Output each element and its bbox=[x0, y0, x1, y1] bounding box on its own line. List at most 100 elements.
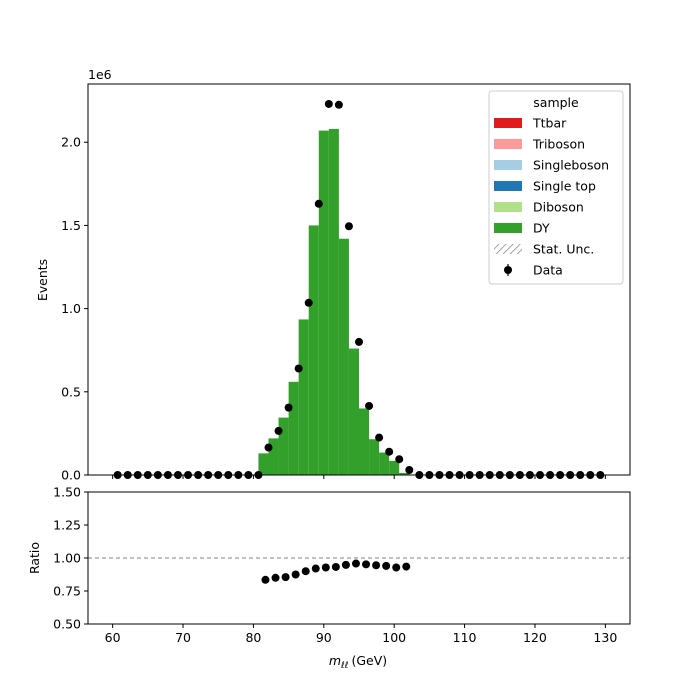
data-point bbox=[365, 401, 374, 410]
legend-entry-triboson: Triboson bbox=[494, 137, 585, 152]
scale-label: 1e6 bbox=[88, 67, 112, 82]
ratio-point bbox=[351, 559, 360, 568]
x-tick-label: 110 bbox=[453, 630, 477, 645]
data-point bbox=[294, 364, 303, 373]
x-tick-label: 70 bbox=[175, 630, 191, 645]
ratio-point bbox=[392, 563, 401, 572]
data-point bbox=[334, 100, 343, 109]
y-axis-title: Events bbox=[35, 259, 50, 301]
legend-label: Data bbox=[533, 263, 563, 278]
ratio-y-axis-title: Ratio bbox=[27, 542, 42, 574]
data-point bbox=[355, 337, 363, 346]
legend-entry-ttbar: Ttbar bbox=[494, 116, 567, 131]
dy-bar bbox=[399, 473, 410, 475]
ratio-point bbox=[372, 561, 381, 570]
dy-bar bbox=[389, 460, 400, 475]
ratio-point bbox=[362, 560, 371, 569]
legend-box bbox=[488, 90, 624, 285]
dy-bar bbox=[348, 348, 359, 475]
ratio-y-tick-label: 0.75 bbox=[53, 584, 81, 599]
main-plot-frame bbox=[87, 83, 631, 476]
legend-swatch bbox=[494, 118, 522, 128]
legend-entry-dy: DY bbox=[494, 221, 550, 236]
x-axis-title: mℓℓ (GeV) bbox=[329, 653, 387, 671]
data-point bbox=[274, 426, 283, 435]
legend-swatch bbox=[494, 202, 522, 212]
data-point bbox=[264, 443, 273, 452]
dy-bar bbox=[359, 408, 370, 475]
legend-swatch bbox=[494, 223, 522, 233]
legend-swatch bbox=[494, 160, 522, 170]
dy-bar bbox=[298, 319, 309, 475]
x-tick-label: 60 bbox=[105, 630, 121, 645]
dy-bar bbox=[328, 128, 339, 475]
x-axis-ticks: 60 70 80 90 100 110 120 130 bbox=[105, 624, 617, 645]
legend-label: DY bbox=[533, 221, 550, 236]
data-point bbox=[324, 99, 333, 108]
x-tick-label: 90 bbox=[316, 630, 332, 645]
dy-bar bbox=[308, 225, 319, 475]
ratio-point bbox=[331, 562, 340, 571]
legend-marker bbox=[504, 266, 512, 274]
ratio-plot-frame bbox=[87, 491, 631, 625]
y-tick-label: 0.0 bbox=[61, 468, 81, 483]
y-axis-ticks: 0.0 0.5 1.0 1.5 2.0 bbox=[61, 135, 88, 483]
x-tick-label: 100 bbox=[382, 630, 406, 645]
ratio-point bbox=[271, 573, 280, 582]
legend-entry-single-top: Single top bbox=[494, 179, 596, 194]
dy-bar bbox=[338, 238, 349, 475]
data-point bbox=[284, 403, 293, 412]
ratio-point bbox=[301, 567, 310, 576]
y-tick-label: 1.0 bbox=[61, 301, 81, 316]
data-point bbox=[395, 455, 404, 464]
legend-swatch bbox=[494, 181, 522, 191]
data-point bbox=[314, 199, 323, 208]
ratio-point bbox=[281, 573, 290, 582]
legend-label: Single top bbox=[533, 179, 596, 194]
legend-swatch-hatch bbox=[494, 244, 522, 254]
ratio-point bbox=[311, 564, 320, 573]
legend-entry-diboson: Diboson bbox=[494, 200, 584, 215]
legend-entry-singleboson: Singleboson bbox=[494, 158, 609, 173]
dy-bar bbox=[318, 130, 329, 476]
dy-bar bbox=[268, 438, 279, 475]
ratio-points bbox=[261, 559, 411, 584]
legend-label: Stat. Unc. bbox=[533, 242, 594, 257]
ratio-y-tick-label: 1.50 bbox=[53, 485, 81, 500]
ratio-plot-panel: 0.50 0.75 1.00 1.25 1.50 60 70 80 90 100 110 120 13… bbox=[27, 485, 631, 671]
ratio-point bbox=[402, 562, 411, 571]
x-tick-label: 80 bbox=[245, 630, 261, 645]
x-tick-label: 130 bbox=[593, 630, 617, 645]
ratio-point bbox=[382, 561, 391, 570]
data-point bbox=[344, 222, 353, 231]
legend-label: Diboson bbox=[533, 200, 584, 215]
y-tick-label: 1.5 bbox=[61, 218, 81, 233]
ratio-y-tick-label: 0.50 bbox=[53, 617, 81, 632]
dy-bar bbox=[288, 381, 299, 475]
legend-label: Ttbar bbox=[532, 116, 567, 131]
x-axis-ticks-top-panel bbox=[112, 475, 606, 479]
dy-bar bbox=[278, 417, 289, 475]
ratio-y-tick-label: 1.25 bbox=[53, 518, 81, 533]
ratio-point bbox=[261, 575, 270, 584]
legend-title: sample bbox=[533, 95, 579, 110]
ratio-point bbox=[291, 570, 300, 579]
y-tick-label: 2.0 bbox=[61, 135, 81, 150]
data-point bbox=[304, 298, 313, 307]
stacked-histogram bbox=[258, 128, 410, 476]
legend-entry-stat-unc: Stat. Unc. bbox=[494, 242, 594, 257]
legend-label: Triboson bbox=[532, 137, 585, 152]
legend: sample Ttbar Triboson Singleboson Single to… bbox=[488, 90, 624, 285]
ratio-y-axis-ticks: 0.50 0.75 1.00 1.25 1.50 bbox=[53, 485, 88, 632]
legend-entry-data: Data bbox=[504, 263, 563, 278]
dy-bar bbox=[369, 439, 380, 475]
x-tick-label: 120 bbox=[523, 630, 547, 645]
y-tick-label: 0.5 bbox=[61, 384, 81, 399]
ratio-y-tick-label: 1.00 bbox=[53, 551, 81, 566]
legend-label: Singleboson bbox=[533, 158, 609, 173]
main-plot-panel: 0.0 0.5 1.0 1.5 2.0 1e6 Events bbox=[35, 67, 631, 483]
dy-bar bbox=[379, 452, 390, 475]
data-point bbox=[385, 447, 394, 456]
data-point bbox=[405, 466, 414, 475]
